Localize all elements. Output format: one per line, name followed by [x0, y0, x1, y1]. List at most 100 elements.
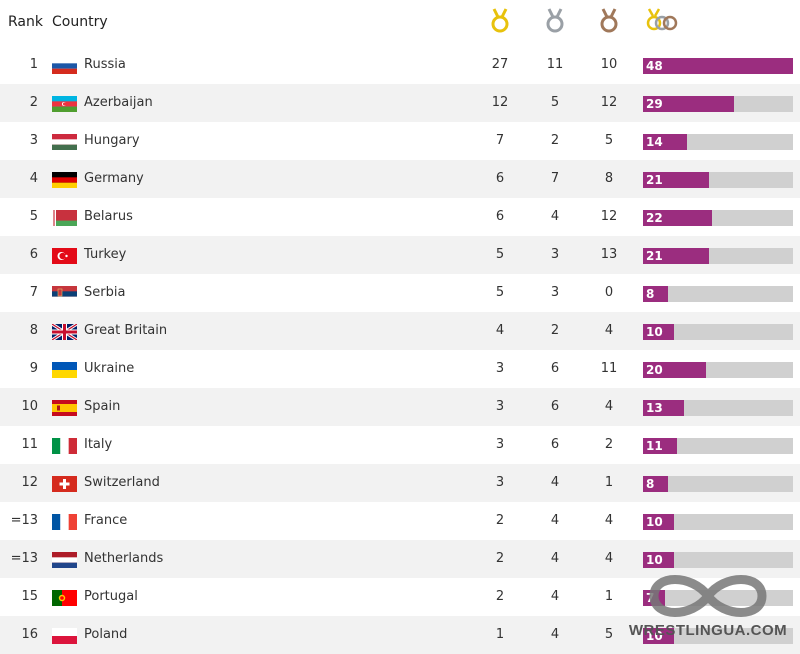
total-medals-bar: 48 — [643, 58, 793, 74]
total-medals-bar-fill — [643, 96, 734, 112]
silver-medal-icon[interactable] — [544, 8, 566, 34]
country-name[interactable]: Poland — [84, 627, 128, 642]
silver-count: 6 — [550, 399, 560, 414]
country-name[interactable]: Hungary — [84, 133, 140, 148]
silver-count: 7 — [550, 171, 560, 186]
country-name[interactable]: Great Britain — [84, 323, 168, 338]
bronze-count: 1 — [604, 589, 614, 604]
poland-flag-icon — [52, 628, 77, 644]
rank-cell: 4 — [29, 171, 38, 186]
country-name[interactable]: Germany — [84, 171, 144, 186]
bronze-count: 11 — [600, 361, 618, 376]
total-medals-bar: 10 — [643, 514, 793, 530]
table-row[interactable]: 6 Turkey 5 3 13 21 — [0, 236, 800, 274]
bronze-count: 0 — [604, 285, 614, 300]
rank-column-header[interactable]: Rank — [8, 14, 43, 30]
country-name[interactable]: Netherlands — [84, 551, 164, 566]
table-row[interactable]: =13 Netherlands 2 4 4 10 — [0, 540, 800, 578]
total-medals-count: 13 — [646, 401, 663, 415]
total-medals-bar: 20 — [643, 362, 793, 378]
bronze-count: 8 — [604, 171, 614, 186]
table-row[interactable]: 9 Ukraine 3 6 11 20 — [0, 350, 800, 388]
bronze-count: 4 — [604, 323, 614, 338]
rank-cell: 11 — [21, 437, 38, 452]
table-row[interactable]: 10 Spain 3 6 4 13 — [0, 388, 800, 426]
gold-count: 3 — [495, 399, 505, 414]
gold-count: 2 — [495, 551, 505, 566]
country-column-header[interactable]: Country — [52, 14, 108, 30]
bronze-count: 5 — [604, 627, 614, 642]
gold-count: 3 — [495, 361, 505, 376]
rank-cell: =13 — [10, 513, 38, 528]
total-medals-bar-fill — [643, 476, 668, 492]
hungary-flag-icon — [52, 134, 77, 150]
silver-count: 4 — [550, 513, 560, 528]
table-row[interactable]: 3 Hungary 7 2 5 14 — [0, 122, 800, 160]
watermark-text: WRESTLINGUA.COM — [628, 622, 788, 639]
azerbaijan-flag-icon — [52, 96, 77, 112]
table-row[interactable]: 7 Serbia 5 3 0 8 — [0, 274, 800, 312]
gold-count: 12 — [491, 95, 509, 110]
total-medals-count: 22 — [646, 211, 663, 225]
country-name[interactable]: Portugal — [84, 589, 138, 604]
country-name[interactable]: Ukraine — [84, 361, 135, 376]
table-row[interactable]: 12 Switzerland 3 4 1 8 — [0, 464, 800, 502]
country-name[interactable]: Spain — [84, 399, 121, 414]
total-medals-bar: 13 — [643, 400, 793, 416]
total-medals-count: 21 — [646, 173, 663, 187]
table-row[interactable]: 4 Germany 6 7 8 21 — [0, 160, 800, 198]
gold-count: 2 — [495, 589, 505, 604]
total-medals-bar: 8 — [643, 286, 793, 302]
silver-count: 2 — [550, 133, 560, 148]
country-name[interactable]: France — [84, 513, 128, 528]
portugal-flag-icon — [52, 590, 77, 606]
total-medals-bar: 10 — [643, 324, 793, 340]
bronze-count: 1 — [604, 475, 614, 490]
gold-medal-icon[interactable] — [489, 8, 511, 34]
rank-cell: 6 — [29, 247, 38, 262]
rank-cell: =13 — [10, 551, 38, 566]
bronze-medal-icon[interactable] — [598, 8, 620, 34]
total-medals-bar-fill — [643, 248, 709, 264]
rank-cell: 5 — [29, 209, 38, 224]
bronze-count: 5 — [604, 133, 614, 148]
bronze-count: 12 — [600, 95, 618, 110]
table-row[interactable]: 1 Russia 27 11 10 48 — [0, 46, 800, 84]
country-name[interactable]: Russia — [84, 57, 126, 72]
country-name[interactable]: Azerbaijan — [84, 95, 153, 110]
total-medals-count: 20 — [646, 363, 663, 377]
total-medals-count: 21 — [646, 249, 663, 263]
country-name[interactable]: Serbia — [84, 285, 126, 300]
total-medals-bar-fill — [643, 552, 675, 568]
total-medals-bar-fill — [643, 172, 709, 188]
rank-cell: 2 — [29, 95, 38, 110]
table-header: Rank Country — [0, 0, 800, 46]
gold-count: 3 — [495, 475, 505, 490]
table-row[interactable]: 16 Poland 1 4 5 10 — [0, 616, 800, 654]
total-medals-bar-fill — [643, 628, 675, 644]
gold-count: 1 — [495, 627, 505, 642]
total-medals-count: 10 — [646, 325, 663, 339]
table-row[interactable]: 8 Great Britain 4 2 4 10 — [0, 312, 800, 350]
total-medals-count: 8 — [646, 477, 655, 491]
country-name[interactable]: Switzerland — [84, 475, 160, 490]
total-medals-bar-fill — [643, 438, 678, 454]
gold-count: 4 — [495, 323, 505, 338]
gold-count: 3 — [495, 437, 505, 452]
country-name[interactable]: Belarus — [84, 209, 133, 224]
rank-cell: 1 — [29, 57, 38, 72]
total-medals-count: 10 — [646, 629, 663, 643]
total-medals-count: 48 — [646, 59, 663, 73]
table-row[interactable]: =13 France 2 4 4 10 — [0, 502, 800, 540]
france-flag-icon — [52, 514, 77, 530]
belarus-flag-icon — [52, 210, 77, 226]
total-medals-count: 29 — [646, 97, 663, 111]
table-row[interactable]: 5 Belarus 6 4 12 22 — [0, 198, 800, 236]
country-name[interactable]: Turkey — [84, 247, 127, 262]
table-row[interactable]: 11 Italy 3 6 2 11 — [0, 426, 800, 464]
total-medals-icon[interactable] — [645, 8, 681, 34]
gold-count: 6 — [495, 171, 505, 186]
table-row[interactable]: 2 Azerbaijan 12 5 12 29 — [0, 84, 800, 122]
total-medals-bar: 21 — [643, 172, 793, 188]
country-name[interactable]: Italy — [84, 437, 113, 452]
